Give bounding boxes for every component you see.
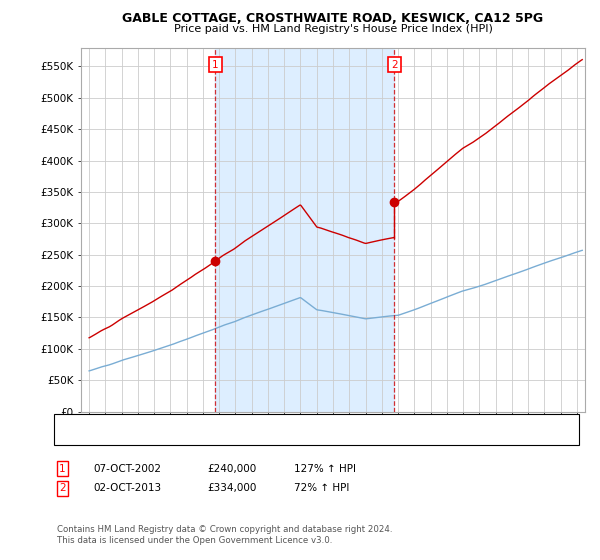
Text: 1: 1 (59, 464, 65, 474)
Text: £240,000: £240,000 (207, 464, 256, 474)
Text: 07-OCT-2002: 07-OCT-2002 (93, 464, 161, 474)
Text: £334,000: £334,000 (207, 483, 256, 493)
Text: Contains HM Land Registry data © Crown copyright and database right 2024.
This d: Contains HM Land Registry data © Crown c… (57, 525, 392, 545)
Bar (215, 48, 394, 412)
Text: 1: 1 (212, 59, 219, 69)
Text: 127% ↑ HPI: 127% ↑ HPI (294, 464, 356, 474)
Text: 2: 2 (59, 483, 65, 493)
Text: 02-OCT-2013: 02-OCT-2013 (93, 483, 161, 493)
Text: GABLE COTTAGE, CROSTHWAITE ROAD, KESWICK, CA12 5PG (detached house): GABLE COTTAGE, CROSTHWAITE ROAD, KESWICK… (93, 418, 466, 427)
Text: HPI: Average price, detached house, Cumberland: HPI: Average price, detached house, Cumb… (93, 432, 327, 441)
Text: 72% ↑ HPI: 72% ↑ HPI (294, 483, 349, 493)
Text: GABLE COTTAGE, CROSTHWAITE ROAD, KESWICK, CA12 5PG: GABLE COTTAGE, CROSTHWAITE ROAD, KESWICK… (122, 12, 544, 25)
Text: 2: 2 (391, 59, 398, 69)
Text: Price paid vs. HM Land Registry's House Price Index (HPI): Price paid vs. HM Land Registry's House … (173, 24, 493, 34)
